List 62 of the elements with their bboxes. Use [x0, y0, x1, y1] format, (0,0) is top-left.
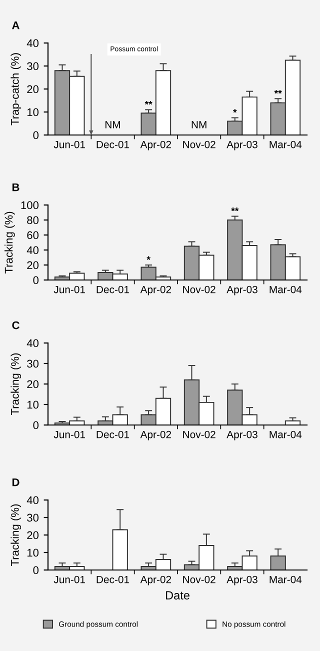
data-label: * [146, 256, 150, 260]
y-tick-label: 0 [33, 131, 39, 140]
x-tick-label: Jun-01 [54, 430, 85, 438]
y-tick-label: 0 [33, 421, 39, 430]
x-tick-label: Apr-02 [140, 576, 172, 586]
y-tick-label: 30 [27, 514, 39, 522]
x-tick-label: Apr-03 [226, 576, 258, 586]
y-tick-label: 0 [33, 566, 39, 574]
y-axis-title: Tracking (%) [10, 353, 22, 416]
y-tick-label: 30 [27, 360, 39, 368]
x-tick-label: Nov-02 [183, 430, 216, 438]
y-tick-label: 40 [26, 39, 39, 48]
y-axis-title: Tracking (%) [10, 504, 22, 566]
x-tick-label: Mar-04 [270, 286, 302, 294]
chart-title: C [12, 321, 20, 330]
x-tick-label: Apr-03 [226, 430, 258, 440]
x-tick-label: Mar-04 [270, 576, 302, 584]
annotation: NM [192, 121, 206, 128]
y-tick-label: 20 [27, 261, 39, 270]
bar [284, 420, 301, 425]
x-tick-label: Mar-04 [270, 430, 302, 438]
x-tick-label: Dec-01 [96, 576, 130, 584]
y-tick-label: 20 [27, 531, 39, 540]
y-axis-title: Trap-catch (%) [10, 53, 22, 126]
x-tick-label: Nov-02 [183, 576, 216, 584]
data-label: * [233, 109, 237, 113]
x-tick-label: Jun-01 [54, 140, 85, 148]
x-tick-label: Apr-03 [226, 286, 258, 296]
data-label: ** [144, 100, 152, 105]
x-tick-label: Jun-01 [54, 286, 85, 294]
x-axis-title: Date [166, 591, 190, 600]
chart-title: D [12, 478, 20, 486]
x-tick-label: Jun-01 [54, 576, 85, 584]
x-tick-label: Nov-02 [183, 286, 216, 294]
x-tick-label: Apr-02 [140, 430, 172, 440]
y-tick-label: 60 [27, 231, 39, 240]
y-tick-label: 10 [27, 548, 39, 557]
y-tick-label: 30 [27, 62, 39, 70]
y-tick-label: 40 [26, 496, 39, 504]
chart-title: A [12, 21, 20, 30]
annotation: NM [106, 121, 120, 128]
chart-title: B [12, 183, 20, 192]
x-tick-label: Apr-02 [140, 140, 172, 150]
y-tick-label: 10 [27, 108, 39, 116]
x-tick-label: Apr-02 [140, 286, 172, 296]
x-tick-label: Dec-01 [96, 140, 130, 148]
x-tick-label: Apr-03 [226, 140, 258, 150]
data-label: ** [274, 90, 282, 94]
y-tick-label: 40 [26, 339, 39, 348]
x-tick-label: Mar-04 [270, 140, 302, 148]
x-tick-label: Dec-01 [96, 286, 130, 294]
y-tick-label: 40 [26, 246, 39, 254]
y-tick-label: 20 [27, 380, 39, 388]
y-tick-label: 100 [21, 201, 39, 210]
y-axis-title: Tracking (%) [4, 212, 15, 274]
y-tick-label: 10 [27, 400, 39, 409]
x-tick-label: Dec-01 [96, 430, 130, 438]
x-tick-label: Nov-02 [183, 140, 216, 148]
y-tick-label: 20 [27, 85, 39, 94]
data-label: ** [231, 208, 239, 212]
y-tick-label: 0 [33, 276, 39, 284]
y-tick-label: 80 [27, 216, 39, 224]
